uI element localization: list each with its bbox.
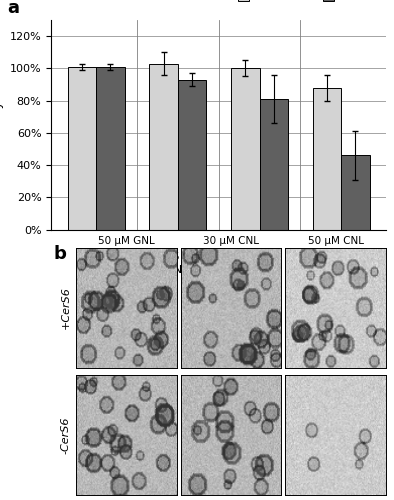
Y-axis label: -CerS6: -CerS6	[60, 416, 71, 454]
Title: 50 μM CNL: 50 μM CNL	[308, 236, 364, 246]
Bar	[149, 64, 178, 230]
Text: 50 uM: 50 uM	[79, 252, 113, 262]
Bar	[260, 99, 288, 230]
Bar	[178, 80, 206, 230]
Bar	[96, 66, 125, 230]
Bar	[67, 66, 96, 230]
Bar	[341, 156, 370, 230]
Text: 25 uM: 25 uM	[242, 252, 277, 262]
Text: CNL: CNL	[248, 265, 271, 275]
Text: CNL: CNL	[167, 265, 189, 275]
Title: 30 μM CNL: 30 μM CNL	[203, 236, 259, 246]
Title: 50 μM GNL: 50 μM GNL	[98, 236, 155, 246]
Text: GNL: GNL	[85, 265, 108, 275]
Bar	[231, 68, 260, 230]
Text: a: a	[7, 0, 20, 17]
Text: 12.5 uM: 12.5 uM	[155, 252, 200, 262]
Legend: +CerS6, -CerS6: +CerS6, -CerS6	[234, 0, 385, 7]
Text: b: b	[53, 246, 66, 264]
Text: 50 uM: 50 uM	[324, 252, 358, 262]
Text: CNL: CNL	[330, 265, 352, 275]
Y-axis label: Viability: Viability	[0, 100, 4, 150]
Bar	[312, 88, 341, 230]
Y-axis label: +CerS6: +CerS6	[60, 286, 71, 329]
